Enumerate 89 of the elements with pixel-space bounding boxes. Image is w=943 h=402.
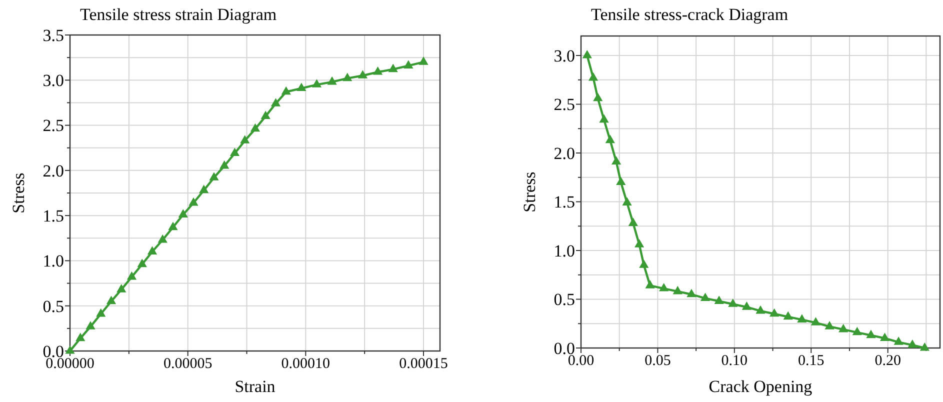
point <box>880 332 890 342</box>
point <box>260 110 270 120</box>
point <box>388 64 398 72</box>
point <box>894 336 904 345</box>
point <box>168 222 178 230</box>
y-tick-label: 1.5 <box>554 192 575 212</box>
point <box>209 172 219 180</box>
y-tick-label: 3.5 <box>42 26 64 45</box>
x-tick-label: 0.00005 <box>163 356 212 372</box>
y-tick-label: 3.0 <box>554 46 575 66</box>
point <box>404 60 414 68</box>
point <box>147 246 158 254</box>
point <box>645 280 655 288</box>
point <box>250 123 260 132</box>
y-tick-label: 2.0 <box>554 144 575 163</box>
point <box>358 70 368 78</box>
point <box>810 317 821 326</box>
y-tick-label: 0.5 <box>42 296 64 316</box>
point <box>714 296 724 304</box>
point <box>188 197 198 206</box>
point <box>296 82 306 92</box>
y-tick-label: 2.0 <box>42 161 64 180</box>
point <box>76 332 86 342</box>
y-tick-label: 1.5 <box>42 206 64 226</box>
y-axis-title: Stress <box>520 172 539 212</box>
point <box>342 72 352 82</box>
point <box>599 114 609 123</box>
y-tick-label: 1.0 <box>42 252 64 271</box>
point <box>281 86 291 95</box>
point <box>372 66 383 75</box>
y-axis-title: Stress <box>9 172 28 214</box>
chart-title: Tensile stress strain Diagram <box>80 5 277 24</box>
y-tick-label: 2.5 <box>42 116 64 136</box>
point <box>588 72 598 81</box>
point <box>158 234 168 243</box>
point <box>86 321 96 330</box>
point <box>116 284 126 292</box>
point <box>199 184 209 194</box>
x-tick-label: 0.10 <box>721 353 748 369</box>
point <box>920 342 930 351</box>
point <box>240 135 250 144</box>
point <box>605 134 615 144</box>
point <box>418 56 428 65</box>
point <box>327 76 337 85</box>
x-axis-title: Crack Opening <box>708 377 813 396</box>
point <box>628 218 638 226</box>
y-tick-label: 0.5 <box>554 290 575 310</box>
point <box>797 314 807 322</box>
point <box>178 209 188 218</box>
point <box>838 324 848 332</box>
point <box>106 296 116 304</box>
point <box>582 50 592 58</box>
point <box>312 79 322 88</box>
x-tick-label: 0.00010 <box>281 356 330 372</box>
point <box>65 345 75 354</box>
x-tick-label: 0.20 <box>874 353 901 369</box>
point <box>908 340 918 348</box>
point <box>270 98 281 106</box>
point <box>639 260 649 268</box>
point <box>770 308 780 317</box>
point <box>137 258 147 268</box>
point <box>866 330 876 338</box>
point <box>700 292 710 302</box>
point <box>616 176 626 186</box>
point <box>686 288 696 298</box>
point <box>593 92 603 102</box>
point <box>756 305 766 314</box>
y-tick-label: 1.0 <box>554 241 575 260</box>
point <box>672 286 682 294</box>
chart-title: Tensile stress-crack Diagram <box>591 5 788 24</box>
point <box>220 160 230 169</box>
y-tick-label: 3.0 <box>42 71 64 90</box>
point <box>230 148 240 156</box>
point <box>622 197 632 206</box>
point <box>634 239 644 248</box>
point <box>611 156 622 165</box>
point <box>659 282 669 292</box>
x-axis-title: Strain <box>234 377 276 396</box>
point <box>852 326 862 336</box>
x-tick-label: 0.00015 <box>399 356 448 372</box>
point <box>783 311 793 320</box>
point <box>742 302 752 310</box>
point <box>728 298 738 307</box>
x-tick-label: 0.05 <box>644 353 671 369</box>
point <box>824 321 834 330</box>
point <box>126 271 137 280</box>
y-tick-label: 2.5 <box>554 95 575 114</box>
point <box>96 308 106 317</box>
x-tick-label: 0.15 <box>798 353 824 369</box>
